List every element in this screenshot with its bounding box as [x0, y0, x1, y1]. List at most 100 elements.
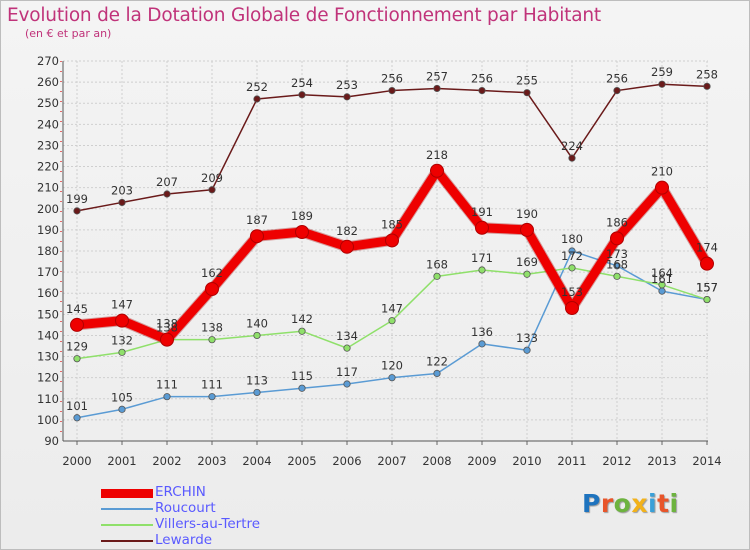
data-point [613, 86, 621, 95]
y-tick-label: 170 [37, 265, 59, 279]
data-label: 157 [696, 281, 718, 295]
data-label: 120 [381, 359, 403, 373]
x-tick-label: 2009 [467, 454, 496, 468]
legend-swatch [101, 488, 153, 498]
logo-letter: r [600, 489, 614, 518]
data-label: 257 [426, 69, 448, 83]
logo-letter: x [631, 489, 648, 518]
data-label: 189 [291, 209, 313, 223]
data-point [568, 154, 576, 162]
data-point [565, 301, 579, 315]
data-point [208, 336, 216, 344]
data-label: 133 [516, 331, 538, 345]
chart-title: Evolution de la Dotation Globale de Fonc… [7, 5, 601, 26]
x-tick-label: 2003 [197, 454, 226, 468]
data-point [475, 220, 489, 235]
data-point [658, 80, 666, 88]
data-point [163, 190, 171, 198]
data-point [298, 327, 306, 335]
axis-layer: 90 100 110 120 130 140 150 160 170 180 190 200 210 22… [37, 54, 722, 468]
data-point [205, 282, 219, 296]
data-label: 142 [291, 312, 313, 326]
data-label: 101 [66, 399, 88, 413]
data-label: 138 [201, 321, 223, 335]
data-label: 172 [561, 249, 583, 263]
data-point [658, 287, 666, 295]
x-tick-label: 2008 [422, 454, 451, 468]
data-point [343, 93, 351, 101]
y-tick-label: 140 [37, 328, 59, 342]
x-tick-label: 2014 [692, 454, 721, 468]
data-label: 147 [381, 302, 403, 316]
data-label: 132 [111, 333, 133, 347]
data-label: 138 [156, 317, 178, 331]
data-point [118, 348, 126, 356]
data-point [433, 369, 441, 378]
data-label: 171 [471, 251, 493, 265]
data-label: 209 [201, 171, 223, 185]
legend-label: ERCHIN [155, 484, 206, 500]
data-label: 164 [651, 266, 673, 280]
data-point [298, 384, 306, 392]
data-point [343, 344, 351, 352]
data-label: 203 [111, 183, 133, 197]
data-point [73, 355, 81, 363]
data-point [253, 388, 261, 397]
y-tick-label: 250 [37, 96, 59, 110]
data-label: 199 [66, 192, 88, 206]
data-label: 218 [426, 148, 448, 162]
x-tick-label: 2001 [107, 454, 136, 468]
chart-subtitle: (en € et par an) [25, 27, 112, 40]
data-label: 169 [516, 255, 538, 269]
data-point [478, 340, 486, 348]
data-point [388, 374, 396, 382]
data-label: 258 [696, 67, 718, 81]
y-tick-label: 220 [37, 160, 59, 174]
logo-letter: i [669, 489, 679, 518]
y-tick-label: 230 [37, 138, 59, 152]
data-label: 136 [471, 325, 493, 339]
y-tick-label: 150 [37, 307, 59, 321]
data-point [208, 393, 216, 401]
data-point [610, 231, 624, 246]
data-label: 157 [696, 281, 718, 295]
data-label: 182 [336, 224, 358, 238]
y-tick-label: 200 [37, 202, 59, 216]
data-label: 180 [561, 232, 583, 246]
x-tick-label: 2012 [602, 454, 631, 468]
legend-label: Lewarde [155, 532, 213, 548]
logo-letter: i [648, 489, 658, 518]
data-point [520, 222, 534, 237]
data-label: 173 [606, 247, 628, 261]
data-label: 140 [246, 316, 268, 330]
data-label: 111 [156, 378, 178, 392]
data-label: 145 [66, 302, 88, 316]
data-label: 105 [111, 390, 133, 404]
data-label: 253 [336, 78, 358, 92]
logo-letter: t [657, 489, 670, 518]
data-point [433, 84, 441, 93]
data-label: 117 [336, 365, 358, 379]
logo-letter: o [613, 489, 632, 518]
data-point [388, 317, 396, 325]
data-point [118, 198, 126, 207]
y-tick-label: 240 [37, 117, 59, 131]
data-label: 210 [651, 165, 673, 179]
x-tick-label: 2010 [512, 454, 541, 468]
data-point [73, 207, 81, 215]
logo-letter: P [582, 489, 601, 518]
data-point [295, 225, 309, 239]
data-point [250, 229, 264, 244]
data-label: 168 [606, 257, 628, 271]
data-label: 129 [66, 340, 88, 354]
data-point [700, 256, 714, 271]
data-label: 134 [336, 329, 358, 343]
data-point [70, 317, 84, 332]
data-point [478, 86, 486, 95]
data-label: 185 [381, 217, 403, 231]
x-tick-label: 2006 [332, 454, 361, 468]
proxiti-logo: Proxiti [582, 489, 679, 518]
x-tick-label: 2007 [377, 454, 406, 468]
